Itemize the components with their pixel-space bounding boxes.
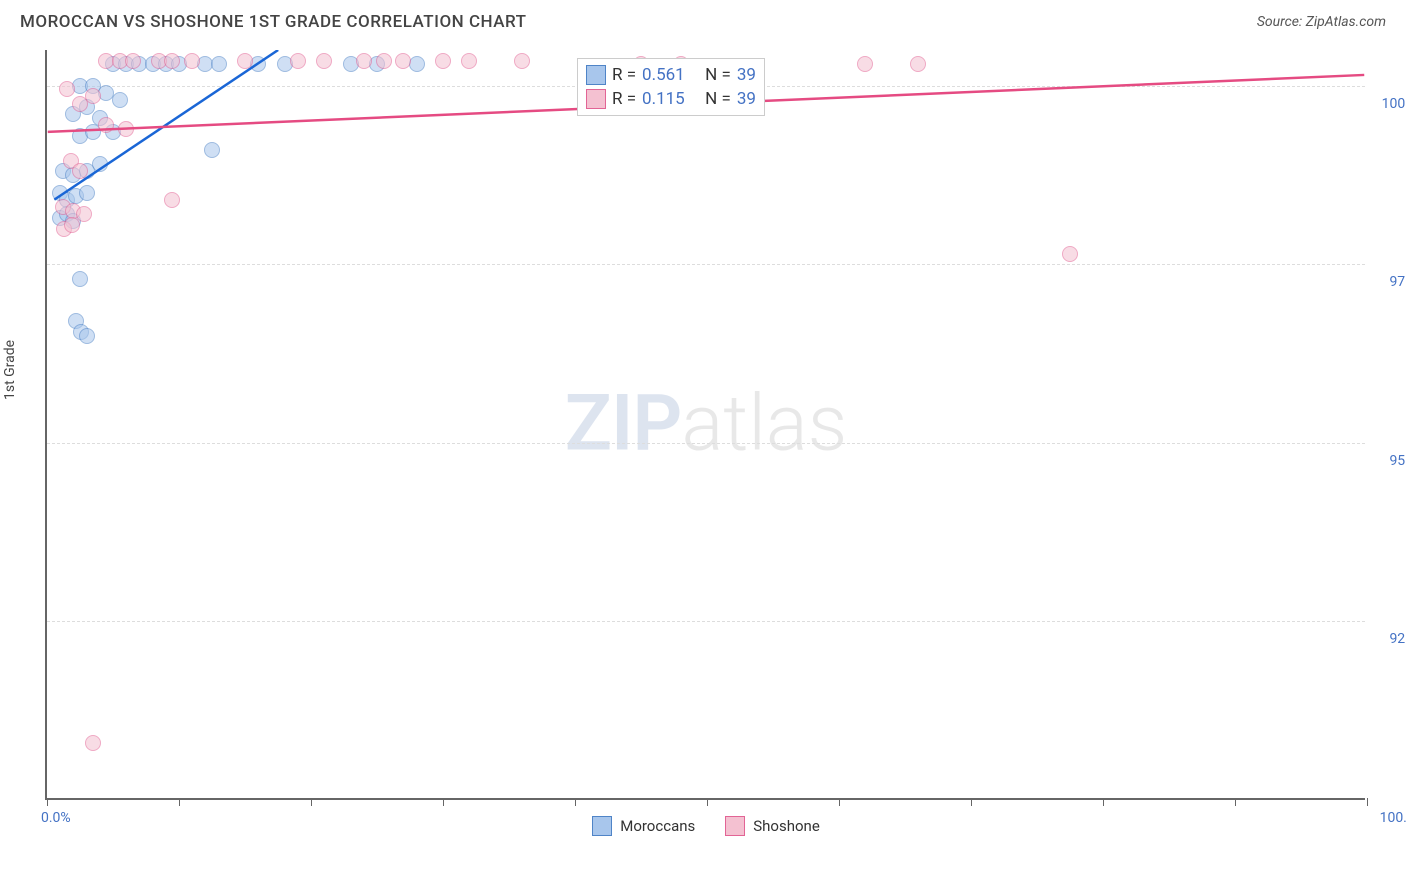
scatter-point (64, 217, 80, 233)
scatter-point (211, 56, 227, 72)
reg-swatch-shoshone (586, 89, 606, 109)
scatter-point (237, 53, 253, 69)
x-tick (575, 798, 576, 806)
scatter-point (118, 121, 134, 137)
plot-wrap: ZIPatlas R = 0.561 N = 39 R = 0.115 N = … (45, 50, 1385, 840)
scatter-point (112, 92, 128, 108)
y-axis-title: 1st Grade (2, 340, 18, 400)
scatter-point (395, 53, 411, 69)
reg-r-shoshone: 0.115 (642, 89, 685, 109)
reg-r-label: R = (612, 89, 636, 109)
scatter-point (290, 53, 306, 69)
source-label: Source: ZipAtlas.com (1257, 14, 1386, 30)
regression-lines (47, 50, 1365, 798)
reg-row-moroccans: R = 0.561 N = 39 (586, 63, 756, 87)
scatter-point (461, 53, 477, 69)
scatter-point (59, 81, 75, 97)
y-tick-label: 92.5% (1389, 631, 1406, 647)
scatter-point (857, 56, 873, 72)
scatter-point (184, 53, 200, 69)
reg-n-label: N = (705, 89, 731, 109)
scatter-point (92, 156, 108, 172)
scatter-point (72, 271, 88, 287)
scatter-point (72, 163, 88, 179)
watermark-atlas: atlas (681, 379, 847, 470)
legend-item-shoshone: Shoshone (725, 816, 820, 836)
scatter-point (204, 142, 220, 158)
regression-stats-box: R = 0.561 N = 39 R = 0.115 N = 39 (577, 58, 765, 116)
chart-header: MOROCCAN VS SHOSHONE 1ST GRADE CORRELATI… (0, 0, 1406, 38)
scatter-point (164, 53, 180, 69)
scatter-point (910, 56, 926, 72)
scatter-point (376, 53, 392, 69)
x-tick (971, 798, 972, 806)
legend-label-moroccans: Moroccans (620, 817, 695, 835)
x-tick (707, 798, 708, 806)
watermark-zip: ZIP (565, 379, 682, 470)
scatter-point (79, 185, 95, 201)
reg-row-shoshone: R = 0.115 N = 39 (586, 87, 756, 111)
reg-n-label: N = (705, 65, 731, 85)
plot-area: ZIPatlas R = 0.561 N = 39 R = 0.115 N = … (45, 50, 1365, 800)
reg-n-shoshone: 39 (737, 89, 756, 109)
watermark: ZIPatlas (565, 379, 847, 470)
scatter-point (79, 328, 95, 344)
scatter-point (98, 117, 114, 133)
x-tick (1367, 798, 1368, 806)
x-axis-right-label: 100.0% (1380, 810, 1406, 826)
x-axis-left-label: 0.0% (41, 810, 71, 826)
x-tick (311, 798, 312, 806)
x-tick (47, 798, 48, 806)
x-tick (179, 798, 180, 806)
reg-r-moroccans: 0.561 (642, 65, 685, 85)
scatter-point (85, 735, 101, 751)
x-tick (839, 798, 840, 806)
legend-item-moroccans: Moroccans (592, 816, 695, 836)
x-tick (1103, 798, 1104, 806)
scatter-point (85, 88, 101, 104)
legend-bottom: Moroccans Shoshone (47, 816, 1365, 836)
grid-line (47, 443, 1365, 444)
x-tick (443, 798, 444, 806)
scatter-point (1062, 246, 1078, 262)
scatter-point (356, 53, 372, 69)
y-tick-label: 97.5% (1389, 274, 1406, 290)
x-tick (1235, 798, 1236, 806)
scatter-point (435, 53, 451, 69)
scatter-point (514, 53, 530, 69)
reg-swatch-moroccans (586, 65, 606, 85)
grid-line (47, 264, 1365, 265)
y-tick-label: 95.0% (1389, 453, 1406, 469)
legend-label-shoshone: Shoshone (753, 817, 820, 835)
scatter-point (125, 53, 141, 69)
legend-swatch-moroccans (592, 816, 612, 836)
scatter-point (316, 53, 332, 69)
scatter-point (164, 192, 180, 208)
grid-line (47, 621, 1365, 622)
reg-r-label: R = (612, 65, 636, 85)
y-tick-label: 100.0% (1382, 96, 1406, 112)
legend-swatch-shoshone (725, 816, 745, 836)
chart-title: MOROCCAN VS SHOSHONE 1ST GRADE CORRELATI… (20, 12, 527, 32)
reg-n-moroccans: 39 (737, 65, 756, 85)
